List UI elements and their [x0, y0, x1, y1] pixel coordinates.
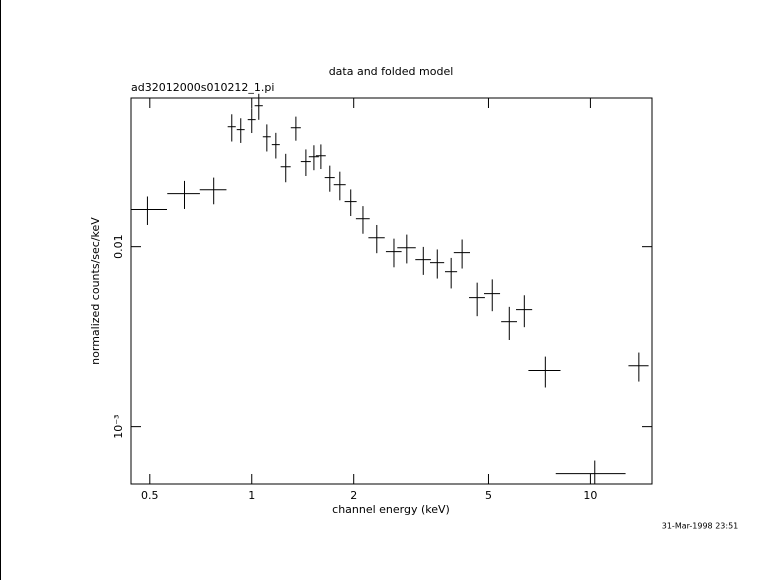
chart-subtitle: ad32012000s010212_1.pi [131, 81, 274, 94]
x-tick-label: 10 [583, 489, 597, 502]
x-tick-label: 0.5 [141, 489, 159, 502]
x-tick-label: 5 [485, 489, 492, 502]
y-tick-label: 0.01 [112, 234, 125, 259]
x-axis-label: channel energy (keV) [332, 503, 450, 516]
chart-title: data and folded model [329, 65, 454, 78]
timestamp: 31-Mar-1998 23:51 [662, 522, 739, 531]
plot-frame [130, 97, 653, 485]
x-tick-label: 1 [248, 489, 255, 502]
y-tick-label: 10⁻³ [112, 415, 125, 439]
y-axis-label: normalized counts/sec/keV [89, 217, 102, 365]
x-tick-label: 2 [350, 489, 357, 502]
